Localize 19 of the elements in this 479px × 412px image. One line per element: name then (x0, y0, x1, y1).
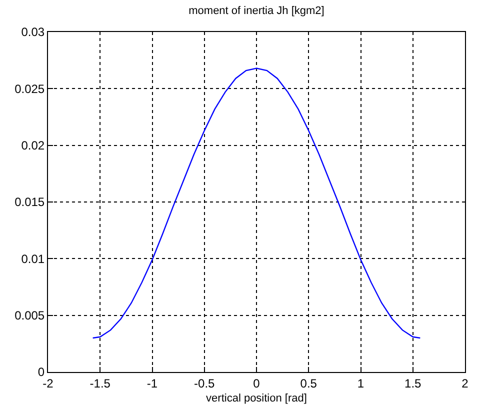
y-tick-label: 0.03 (21, 25, 45, 40)
line-series (92, 68, 421, 339)
y-tick-label: 0.005 (14, 308, 45, 323)
y-tick-label: 0 (38, 365, 45, 380)
y-tick-label: 0.015 (14, 195, 45, 210)
x-axis-title: vertical position [rad] (206, 392, 307, 405)
x-tick-label: -1.5 (90, 376, 111, 390)
x-tick-label: -1 (146, 376, 158, 390)
y-tick-label: 0.025 (14, 82, 45, 96)
x-tick-label: 1 (357, 376, 364, 390)
x-tick-label: -2 (42, 376, 54, 390)
x-tick-label: 2 (462, 376, 469, 390)
x-tick-label: 0 (253, 376, 260, 390)
x-tick-label: 1.5 (404, 376, 422, 390)
y-tick-label: 0.01 (21, 252, 45, 266)
chart-title: moment of inertia Jh [kgm2] (188, 4, 324, 17)
y-tick-label: 0.02 (21, 138, 45, 153)
x-tick-label: 0.5 (300, 376, 318, 390)
x-tick-label: -0.5 (194, 376, 216, 390)
